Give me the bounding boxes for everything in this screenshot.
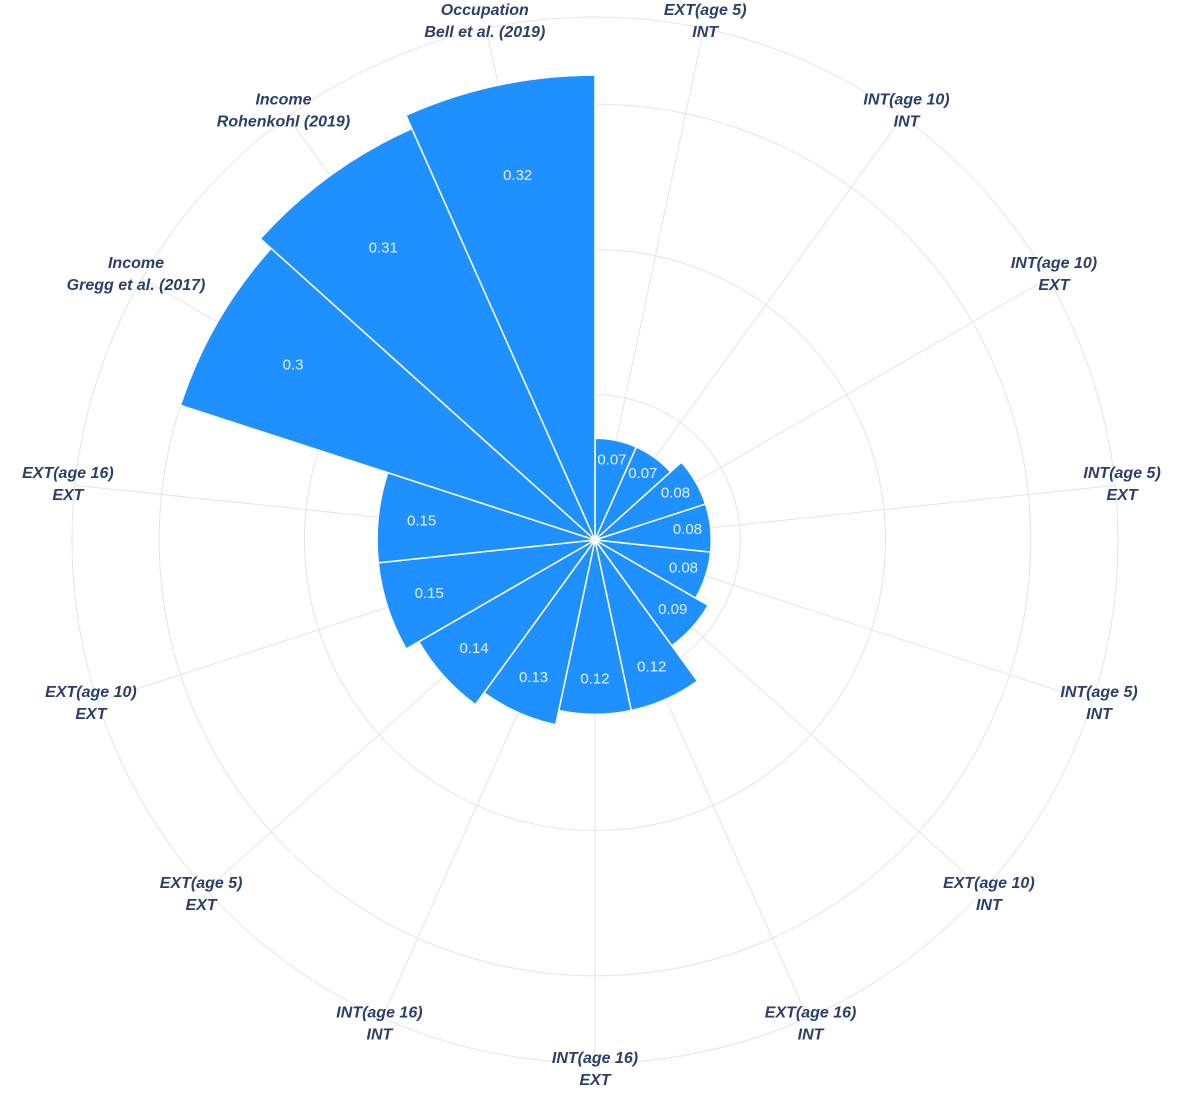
- bar: [179, 247, 596, 541]
- category-label: Gregg et al. (2017): [67, 277, 206, 294]
- category-label: INT(age 5): [1083, 465, 1160, 482]
- category-label: Income: [255, 91, 311, 108]
- value-label: 0.08: [669, 560, 698, 577]
- value-label: 0.08: [673, 521, 702, 538]
- category-label: INT(age 10): [1011, 255, 1097, 272]
- category-label: EXT: [579, 1072, 611, 1089]
- category-label: INT(age 10): [863, 91, 949, 108]
- category-label: EXT(age 10): [45, 684, 137, 701]
- value-label: 0.12: [580, 670, 609, 687]
- value-label: 0.08: [661, 484, 690, 501]
- category-label: INT(age 16): [552, 1050, 638, 1067]
- value-label: 0.31: [369, 239, 398, 256]
- category-label: EXT: [75, 706, 107, 723]
- category-label: EXT(age 5): [160, 875, 243, 892]
- category-label: Rohenkohl (2019): [217, 113, 350, 130]
- category-label: INT(age 5): [1060, 684, 1137, 701]
- value-label: 0.3: [283, 357, 304, 374]
- category-label: Bell et al. (2019): [424, 24, 545, 41]
- category-label: EXT(age 16): [22, 465, 114, 482]
- value-label: 0.07: [597, 451, 626, 468]
- category-label: INT: [1086, 706, 1113, 723]
- value-label: 0.12: [637, 658, 666, 675]
- bar: [259, 127, 596, 541]
- category-label: EXT: [52, 487, 84, 504]
- category-label: INT: [692, 24, 719, 41]
- category-label: EXT: [186, 897, 218, 914]
- category-label: INT: [894, 113, 921, 130]
- category-label: EXT: [1038, 277, 1070, 294]
- category-label: EXT: [1107, 487, 1139, 504]
- category-label: EXT(age 5): [664, 2, 747, 19]
- category-label: INT: [976, 897, 1003, 914]
- value-label: 0.07: [628, 465, 657, 482]
- category-label: EXT(age 16): [765, 1004, 857, 1021]
- value-label: 0.13: [519, 669, 548, 686]
- category-label: Income: [108, 255, 164, 272]
- value-label: 0.09: [658, 601, 687, 618]
- category-label: INT(age 16): [336, 1004, 422, 1021]
- category-label: INT: [798, 1026, 825, 1043]
- value-label: 0.32: [503, 167, 532, 184]
- category-label: INT: [367, 1026, 394, 1043]
- value-label: 0.15: [407, 513, 436, 530]
- category-label: Occupation: [441, 2, 529, 19]
- value-label: 0.15: [415, 585, 444, 602]
- bar: [404, 74, 596, 541]
- category-label: EXT(age 10): [943, 875, 1035, 892]
- value-label: 0.14: [459, 640, 488, 657]
